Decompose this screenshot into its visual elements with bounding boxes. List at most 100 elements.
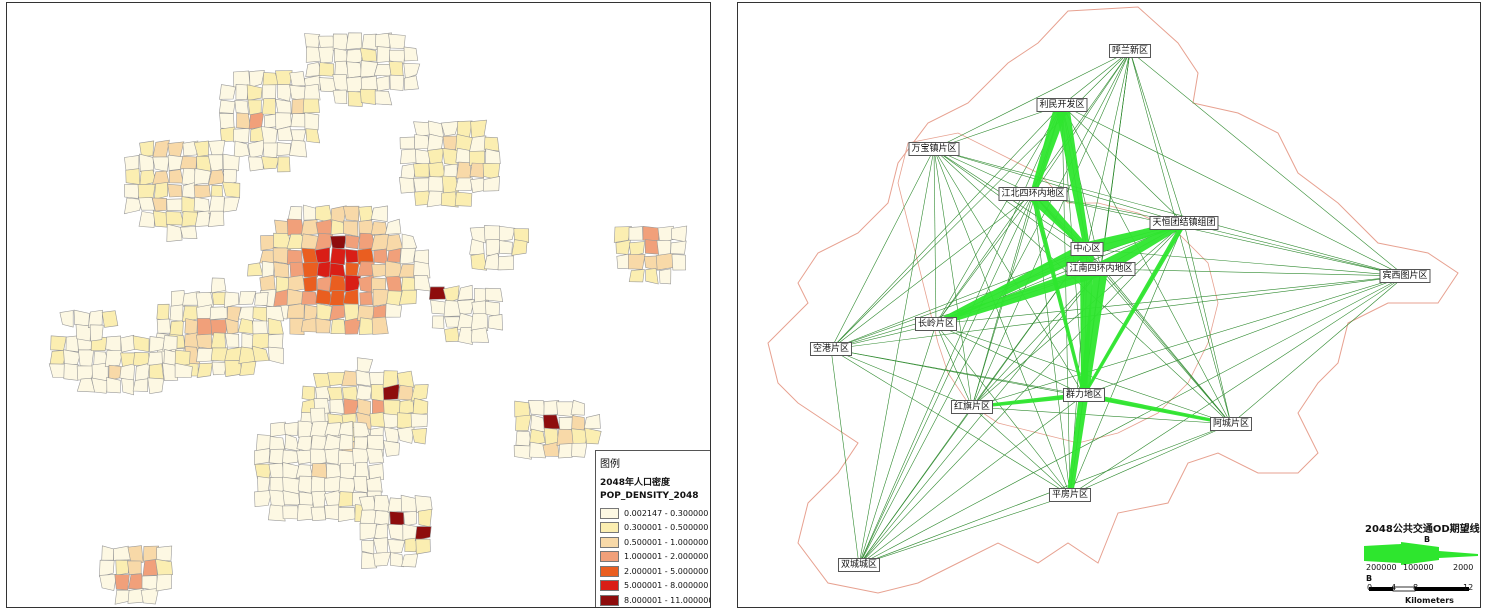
- density-cell: [671, 253, 687, 271]
- density-cell: [87, 309, 103, 328]
- density-cell: [309, 448, 327, 466]
- density-cell: [342, 205, 360, 222]
- density-cell: [196, 347, 215, 363]
- density-cell: [628, 269, 645, 283]
- density-cell: [289, 71, 306, 87]
- minor-flow-line: [830, 275, 1406, 350]
- density-cell: [132, 378, 149, 392]
- minor-flow-line: [858, 268, 1102, 566]
- density-cell: [403, 46, 419, 62]
- density-cell: [233, 128, 250, 143]
- density-cell: [316, 303, 333, 321]
- density-cell: [384, 218, 402, 235]
- density-cell: [119, 363, 136, 381]
- district-group: [613, 225, 688, 285]
- density-cell: [179, 155, 198, 171]
- density-cell: [167, 183, 183, 198]
- density-cell: [657, 225, 674, 243]
- density-cell: [374, 510, 390, 526]
- density-cell: [414, 134, 430, 150]
- density-cell: [332, 89, 348, 105]
- density-cell: [290, 113, 307, 128]
- density-cell: [262, 142, 279, 158]
- density-cell: [303, 83, 321, 101]
- density-cell: [542, 414, 561, 430]
- density-cell: [314, 232, 334, 252]
- density-cell: [571, 415, 586, 432]
- density-cell: [311, 490, 327, 508]
- density-cell: [374, 90, 393, 106]
- density-cell: [254, 291, 269, 306]
- density-cell: [260, 235, 275, 251]
- district-group: [247, 204, 431, 336]
- density-cell: [169, 304, 184, 322]
- density-cell: [310, 506, 327, 522]
- density-cell: [410, 413, 429, 428]
- scale-bar-black-2: [1415, 587, 1439, 591]
- minor-flow-line: [933, 148, 1406, 277]
- density-cell: [99, 559, 115, 577]
- district-group: [59, 309, 119, 342]
- legend-field: POP_DENSITY_2048: [600, 491, 699, 501]
- density-cell: [282, 462, 300, 480]
- density-cell: [156, 303, 170, 322]
- density-cell: [397, 426, 415, 444]
- density-cell: [168, 169, 184, 184]
- minor-flow-line: [1129, 50, 1232, 425]
- density-cell: [615, 239, 631, 255]
- scale-bar-black-1: [1369, 587, 1393, 591]
- density-cell: [315, 218, 333, 236]
- minor-flow-line: [971, 406, 1071, 496]
- density-cell: [338, 421, 354, 437]
- district-group: [304, 32, 421, 107]
- density-cell: [193, 184, 211, 199]
- minor-flow-lines: [830, 50, 1406, 566]
- density-cell: [179, 226, 198, 240]
- od-legend-title: 2048公共交通OD期望线: [1365, 524, 1480, 535]
- minor-flow-line: [1100, 268, 1406, 277]
- legend-class-label: 0.500001 - 1.000000: [624, 537, 709, 547]
- density-cell: [389, 74, 405, 91]
- od-flow-jiangnan-pingfang: [1067, 268, 1108, 496]
- density-cell: [385, 275, 403, 294]
- density-cell: [353, 476, 368, 494]
- density-cell: [430, 299, 446, 315]
- density-cell: [267, 504, 286, 522]
- density-cell: [273, 261, 290, 278]
- density-cell: [404, 537, 419, 553]
- density-cell: [427, 176, 444, 193]
- minor-flow-line: [933, 148, 973, 408]
- density-cell: [360, 60, 379, 78]
- density-cell: [301, 385, 316, 401]
- density-cell: [359, 88, 377, 105]
- density-cell: [324, 422, 342, 437]
- density-cell: [643, 255, 659, 271]
- zone-label-shuangcheng: 双城城区: [837, 558, 881, 572]
- density-cell: [224, 318, 239, 335]
- density-cell: [337, 449, 355, 466]
- density-cell: [65, 335, 79, 353]
- density-cell: [318, 62, 335, 77]
- density-cell: [261, 84, 277, 101]
- legend-class-label: 2.000001 - 5.000000: [624, 566, 709, 576]
- district-group: [469, 225, 530, 271]
- density-cell: [370, 205, 388, 222]
- density-cell: [124, 197, 143, 215]
- minor-flow-line: [1100, 268, 1232, 425]
- density-cell: [152, 210, 168, 228]
- density-cell: [469, 226, 486, 244]
- density-cell: [99, 573, 118, 591]
- density-cell: [277, 156, 291, 173]
- density-cell: [359, 522, 377, 541]
- density-cell: [387, 523, 406, 541]
- od-legend: 2048公共交通OD期望线 B 200000 100000 2000 B 0 4…: [1361, 519, 1480, 605]
- minor-flow-line: [1069, 275, 1406, 496]
- density-cell: [513, 445, 532, 460]
- minor-flow-line: [933, 148, 1071, 496]
- legend-class-row: 2.000001 - 5.000000: [600, 564, 709, 579]
- density-cell: [373, 537, 389, 554]
- density-cell: [267, 317, 284, 335]
- minor-flow-line: [933, 50, 1131, 150]
- minor-flow-line: [1061, 104, 1071, 496]
- zone-label-konggang: 空港片区: [809, 342, 853, 356]
